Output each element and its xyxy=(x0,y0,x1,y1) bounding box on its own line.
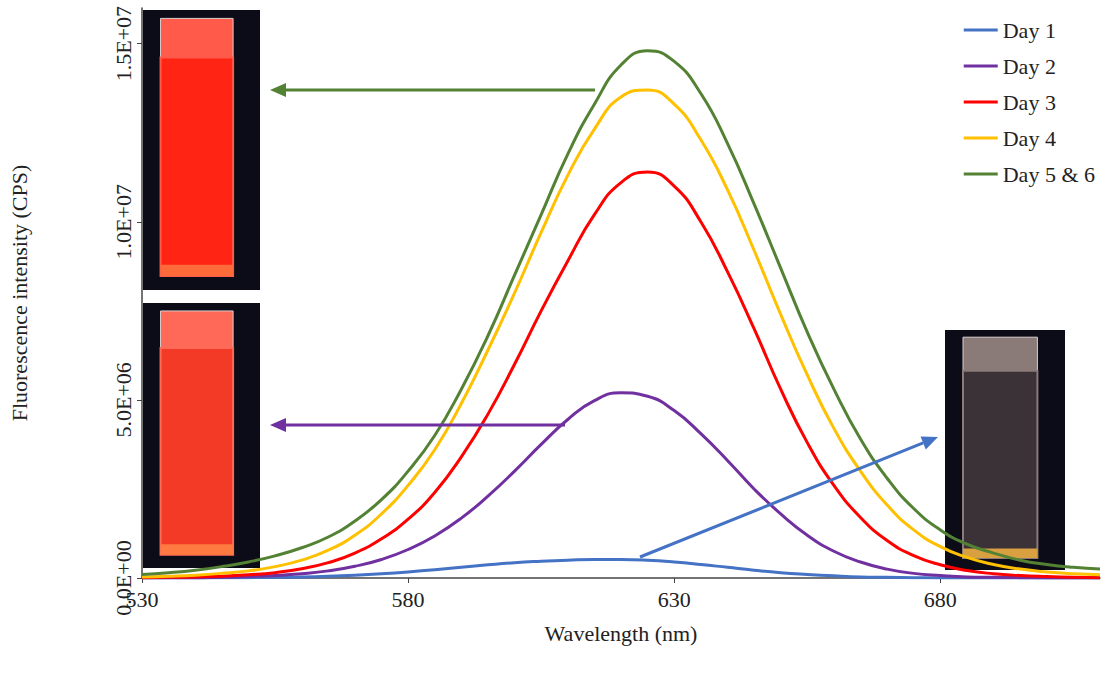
svg-text:Day 5 & 6: Day 5 & 6 xyxy=(1003,162,1095,187)
svg-text:Day 3: Day 3 xyxy=(1003,90,1056,115)
svg-text:1.5E+07: 1.5E+07 xyxy=(111,6,136,81)
svg-text:530: 530 xyxy=(126,587,159,612)
svg-text:580: 580 xyxy=(392,587,425,612)
svg-text:Day 2: Day 2 xyxy=(1003,54,1056,79)
svg-text:680: 680 xyxy=(924,587,957,612)
svg-text:630: 630 xyxy=(658,587,691,612)
svg-text:5.0E+06: 5.0E+06 xyxy=(111,362,136,437)
svg-text:0.0E+00: 0.0E+00 xyxy=(110,540,136,616)
svg-text:Day 1: Day 1 xyxy=(1003,18,1056,43)
svg-text:Fluorescence intensity (CPS): Fluorescence intensity (CPS) xyxy=(7,165,32,422)
svg-text:Day 4: Day 4 xyxy=(1003,126,1056,151)
svg-text:Wavelength (nm): Wavelength (nm) xyxy=(545,621,698,646)
svg-text:1.0E+07: 1.0E+07 xyxy=(111,184,136,259)
